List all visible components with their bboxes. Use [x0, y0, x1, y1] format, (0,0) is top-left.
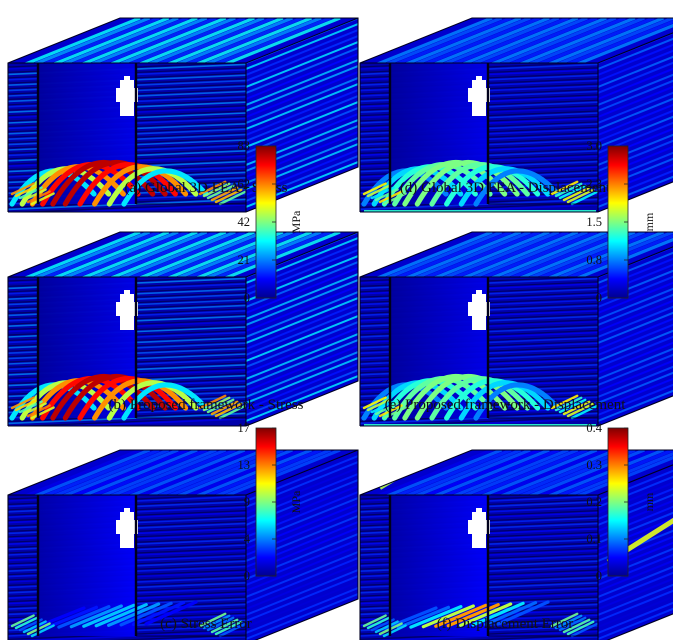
panel-a: (a) Global 3D FEA - Stress — [7, 17, 359, 213]
colorbar-tick-label: 62 — [238, 177, 251, 191]
panel-b: (b) Proposed framework - Stress — [7, 231, 359, 427]
field-hotspot — [32, 600, 198, 630]
colorbar-tick-label: 2.3 — [586, 177, 602, 191]
colorbar-tick-label: 4 — [244, 532, 251, 546]
colorbar-displacement: 0 0.8 1.5 2.3 3.0 mm — [586, 139, 656, 305]
colorbar-tick-label: 0 — [244, 291, 250, 305]
notch-cutout — [472, 294, 486, 330]
colorbar-tick-label: 83 — [238, 139, 251, 153]
colorbar-tick-label: 1.5 — [586, 215, 602, 229]
colorbar-tick-label: 9 — [244, 495, 250, 509]
notch-cutout — [120, 80, 134, 116]
colorbar-unit-label: MPa — [289, 490, 303, 513]
colorbar-tick-label: 13 — [238, 458, 251, 472]
colorbar-unit-label: mm — [642, 492, 656, 511]
panel-d: (d) Global 3D FEA - Displacement — [359, 17, 673, 213]
notch-cutout — [120, 512, 134, 548]
colorbar-displacement-error: 0 0.1 0.2 0.3 0.4 mm — [586, 421, 656, 583]
colorbar-tick-label: 0.3 — [586, 458, 602, 472]
panel-caption-c: (c) Stress Error — [160, 616, 252, 632]
colorbar-tick-label: 0.8 — [586, 253, 602, 267]
colorbar-tick-label: 21 — [238, 253, 251, 267]
colorbar-tick-label: 0 — [596, 569, 602, 583]
notch-cutout — [472, 80, 486, 116]
field-hotspot — [9, 373, 209, 421]
panel-caption-a: (a) Global 3D FEA - Stress — [125, 180, 288, 196]
colorbar-tick-label: 0.4 — [586, 421, 602, 435]
colorbar-unit-label: MPa — [289, 210, 303, 233]
colorbar-tick-label: 3.0 — [586, 139, 602, 153]
colorbar-tick-label: 0.2 — [586, 495, 602, 509]
colorbar-unit-label: mm — [642, 212, 656, 231]
colorbar-tick-label: 42 — [238, 215, 251, 229]
panel-caption-f: (f) Displacement Error — [437, 616, 574, 632]
colorbar-tick-label: 17 — [238, 421, 251, 435]
notch-cutout — [472, 512, 486, 548]
colorbar-tick-label: 0.1 — [586, 532, 602, 546]
colorbar-stress: 0 21 42 62 83 MPa — [238, 139, 304, 305]
colorbar-tick-label: 0 — [596, 291, 602, 305]
panel-caption-d: (d) Global 3D FEA - Displacement — [400, 180, 611, 196]
field-hotspot — [384, 600, 550, 630]
panel-caption-e: (e) Proposed framework - Displacement — [385, 397, 627, 413]
panel-e: (e) Proposed framework - Displacement — [359, 231, 673, 427]
panel-caption-b: (b) Proposed framework - Stress — [109, 397, 304, 413]
field-hotspot — [9, 159, 209, 207]
panel-c: (c) Stress Error — [7, 449, 359, 640]
colorbar-tick-label: 0 — [244, 569, 250, 583]
field-hotspot — [361, 373, 561, 421]
notch-cutout — [120, 294, 134, 330]
colorbar-stress-error: 0 4 9 13 17 MPa — [238, 421, 304, 583]
